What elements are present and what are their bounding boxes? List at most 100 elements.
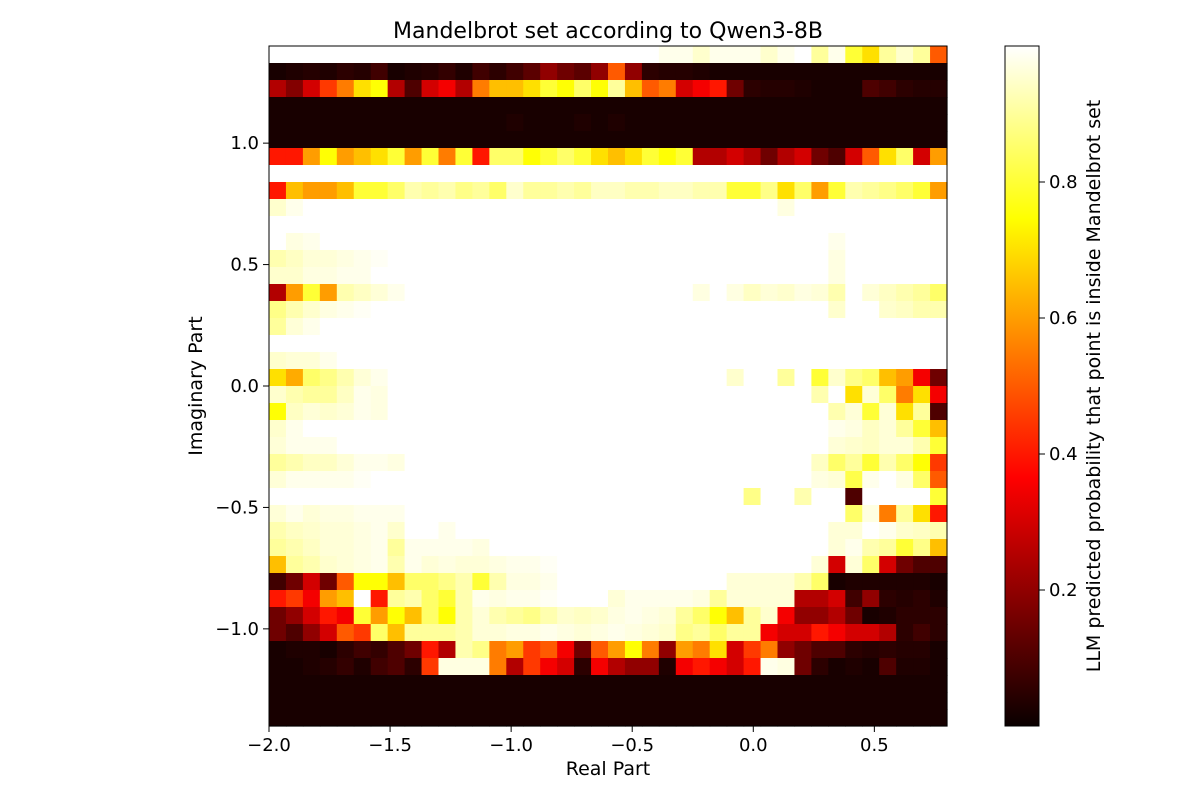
heatmap-cell — [828, 352, 846, 370]
heatmap-cell — [557, 131, 575, 149]
heatmap-cell — [641, 352, 660, 370]
heatmap-cell — [353, 522, 372, 540]
heatmap-cell — [658, 233, 677, 251]
heatmap-cell — [319, 284, 338, 302]
heatmap-cell — [743, 488, 762, 506]
heatmap-cell — [760, 148, 779, 166]
heatmap-cell — [472, 46, 490, 64]
heatmap-cell — [658, 131, 677, 149]
heatmap-cell — [896, 692, 914, 710]
heatmap-cell — [692, 369, 711, 387]
heatmap-cell — [591, 301, 609, 319]
heatmap-cell — [845, 692, 863, 710]
heatmap-cell — [506, 692, 524, 710]
heatmap-cell — [336, 607, 355, 625]
heatmap-cell — [658, 573, 677, 591]
heatmap-cell — [811, 250, 829, 268]
heatmap-cell — [455, 471, 473, 489]
heatmap-cell — [794, 539, 812, 557]
heatmap-cell — [879, 114, 897, 132]
heatmap-cell — [591, 114, 609, 132]
heatmap-cell — [624, 250, 643, 268]
heatmap-cell — [269, 352, 287, 370]
heatmap-cell — [557, 573, 575, 591]
heatmap-cell — [743, 131, 762, 149]
heatmap-cell — [285, 573, 304, 591]
heatmap-cell — [591, 556, 609, 574]
heatmap-cell — [591, 420, 609, 438]
heatmap-cell — [489, 709, 507, 727]
heatmap-cell — [506, 318, 524, 336]
heatmap-cell — [472, 233, 490, 251]
heatmap-cell — [777, 352, 796, 370]
heatmap-cell — [574, 573, 592, 591]
heatmap-cell — [675, 352, 694, 370]
heatmap-cell — [794, 675, 812, 693]
heatmap-cell — [421, 624, 440, 642]
heatmap-cell — [523, 539, 541, 557]
heatmap-cell — [285, 437, 304, 455]
heatmap-cell — [709, 301, 728, 319]
heatmap-cell — [506, 556, 524, 574]
heatmap-cell — [489, 216, 507, 234]
heatmap-cell — [455, 352, 473, 370]
heatmap-cell — [370, 420, 389, 438]
heatmap-cell — [879, 369, 897, 387]
heatmap-cell — [811, 165, 829, 183]
heatmap-cell — [489, 488, 507, 506]
heatmap-cell — [726, 556, 745, 574]
heatmap-cell — [896, 420, 914, 438]
heatmap-cell — [438, 505, 457, 523]
heatmap-cell — [862, 590, 880, 608]
heatmap-cell — [387, 386, 406, 404]
heatmap-cell — [624, 437, 643, 455]
heatmap-cell — [370, 318, 389, 336]
heatmap-cell — [472, 556, 490, 574]
heatmap-cell — [387, 675, 406, 693]
heatmap-cell — [506, 97, 524, 115]
heatmap-cell — [930, 607, 948, 625]
heatmap-cell — [608, 216, 626, 234]
heatmap-cell — [370, 692, 389, 710]
heatmap-cell — [879, 131, 897, 149]
heatmap-cell — [608, 437, 626, 455]
heatmap-cell — [302, 318, 321, 336]
heatmap-cell — [336, 692, 355, 710]
heatmap-cell — [319, 709, 338, 727]
heatmap-cell — [692, 165, 711, 183]
heatmap-cell — [930, 148, 948, 166]
heatmap-cell — [557, 590, 575, 608]
heatmap-cell — [608, 97, 626, 115]
heatmap-cell — [269, 148, 287, 166]
heatmap-cell — [658, 556, 677, 574]
heatmap-cell — [285, 182, 304, 200]
heatmap-cell — [336, 80, 355, 98]
heatmap-cell — [523, 556, 541, 574]
heatmap-cell — [506, 471, 524, 489]
heatmap-cell — [557, 437, 575, 455]
heatmap-cell — [845, 199, 863, 217]
heatmap-cell — [353, 199, 372, 217]
heatmap-cell — [574, 267, 592, 285]
heatmap-cell — [574, 216, 592, 234]
heatmap-cell — [794, 63, 812, 81]
heatmap-cell — [404, 114, 423, 132]
heatmap-cell — [879, 692, 897, 710]
heatmap-cell — [624, 352, 643, 370]
heatmap-cell — [269, 607, 287, 625]
heatmap-cell — [828, 709, 846, 727]
heatmap-cell — [269, 318, 287, 336]
heatmap-cell — [794, 403, 812, 421]
heatmap-cell — [675, 335, 694, 353]
heatmap-cell — [930, 658, 948, 676]
heatmap-cell — [591, 165, 609, 183]
heatmap-cell — [692, 556, 711, 574]
heatmap-cell — [743, 692, 762, 710]
heatmap-cell — [540, 80, 558, 98]
heatmap-cell — [472, 454, 490, 472]
heatmap-cell — [506, 148, 524, 166]
heatmap-cell — [608, 573, 626, 591]
heatmap-cell — [608, 488, 626, 506]
heatmap-cell — [862, 675, 880, 693]
heatmap-cell — [404, 505, 423, 523]
